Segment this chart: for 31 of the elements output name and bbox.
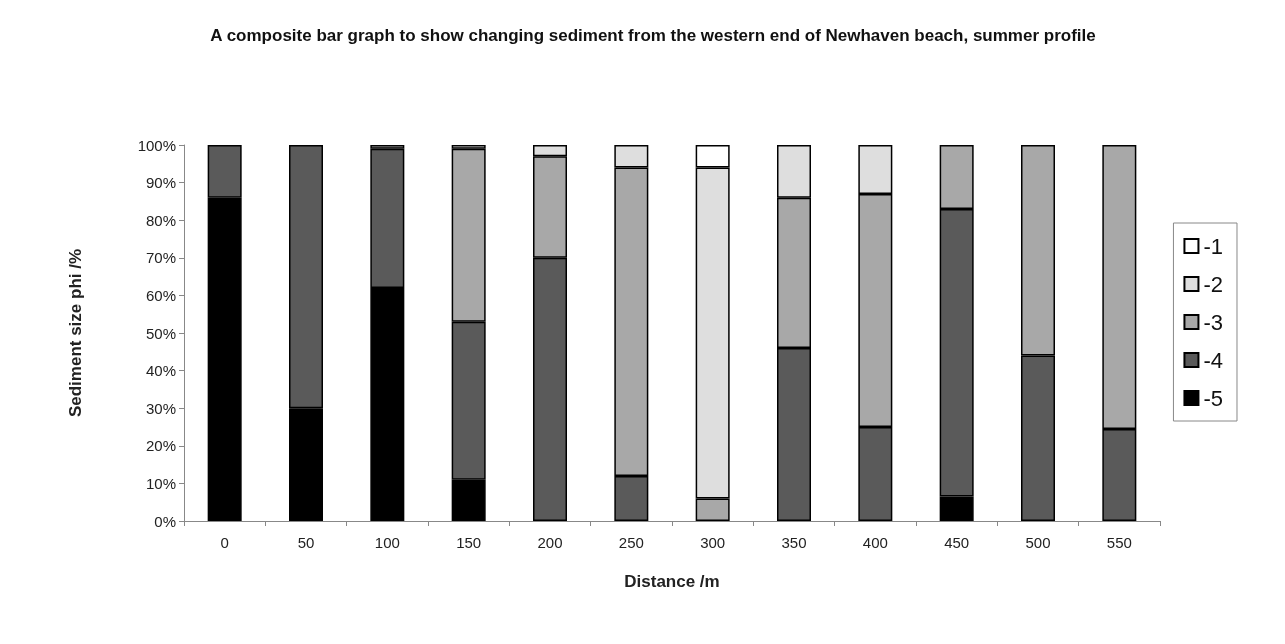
chart-title: A composite bar graph to show changing sediment from the western end of Newhaven beach, summer profile xyxy=(210,25,1096,45)
x-tick-label: 150 xyxy=(456,534,482,551)
x-tick-label: 350 xyxy=(781,534,807,551)
x-tick-label: 50 xyxy=(297,534,315,551)
x-axis-title: Distance /m xyxy=(624,572,720,591)
x-tick-label: 250 xyxy=(618,534,644,551)
x-tick-label: 300 xyxy=(700,534,726,551)
y-tick-label: 30% xyxy=(145,399,176,417)
legend-label: -3 xyxy=(1203,309,1223,335)
legend-label: -2 xyxy=(1203,271,1223,297)
legend-label: -5 xyxy=(1203,385,1223,411)
y-tick-label: 90% xyxy=(145,174,176,192)
x-tick-label: 400 xyxy=(862,534,888,551)
legend-label: -1 xyxy=(1203,233,1223,259)
y-tick-label: 40% xyxy=(145,362,176,380)
y-tick-label: 70% xyxy=(145,249,176,267)
y-tick-label: 50% xyxy=(145,324,176,342)
y-tick-label: 20% xyxy=(145,437,176,455)
x-tick-label: 100 xyxy=(374,534,400,551)
y-tick-label: 100% xyxy=(137,136,176,154)
y-axis-title: Sediment size phi /% xyxy=(66,248,85,418)
x-tick-label: 450 xyxy=(944,534,970,551)
legend-label: -4 xyxy=(1203,347,1223,373)
y-tick-label: 60% xyxy=(145,286,176,304)
x-tick-label: 500 xyxy=(1025,534,1051,551)
y-tick-label: 0% xyxy=(154,512,176,530)
x-tick-label: 200 xyxy=(537,534,563,551)
x-tick-label: 550 xyxy=(1106,534,1132,551)
x-tick-label: 0 xyxy=(220,534,229,551)
y-tick-label: 10% xyxy=(145,474,176,492)
y-tick-label: 80% xyxy=(145,211,176,229)
